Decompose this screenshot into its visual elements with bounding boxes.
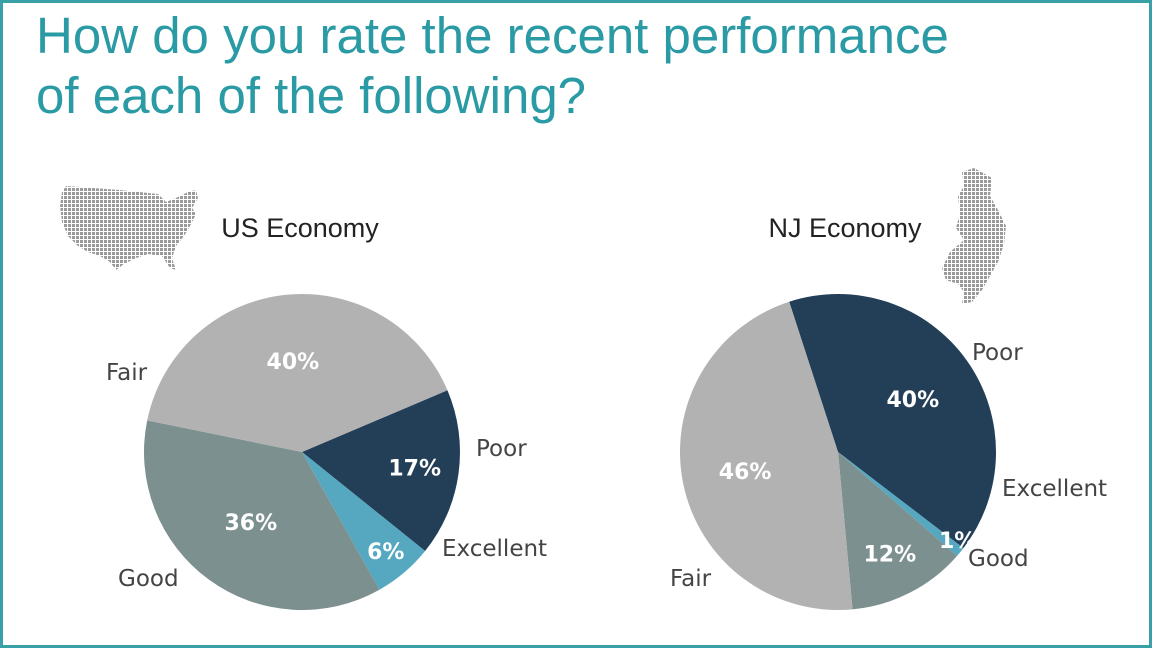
- value-label-poor: 17%: [388, 457, 441, 482]
- value-label-excellent: 1%: [939, 529, 976, 554]
- pie-slice-poor: [789, 294, 997, 549]
- pie-slice-good: [838, 452, 958, 610]
- pie-chart-us-economy: US Economy 17% 6% 36% 40% Poor Excellent Go…: [106, 213, 547, 610]
- usa-map-icon: [60, 186, 198, 270]
- category-label-good: Good: [968, 546, 1029, 572]
- title-line-1: How do you rate the recent performance: [36, 7, 949, 64]
- new-jersey-map-icon: [942, 168, 1006, 304]
- value-label-good: 12%: [863, 542, 916, 567]
- pie-slice-good: [143, 420, 380, 610]
- category-label-good: Good: [118, 566, 179, 592]
- title-line-2: of each of the following?: [36, 67, 587, 124]
- value-label-excellent: 6%: [367, 540, 404, 565]
- category-label-excellent: Excellent: [1002, 476, 1107, 502]
- category-label-fair: Fair: [670, 566, 712, 592]
- category-label-poor: Poor: [972, 340, 1023, 366]
- slide-title: How do you rate the recent performance o…: [36, 6, 1126, 126]
- chart-title-us-economy: US Economy: [221, 213, 379, 243]
- pie-slice-fair: [680, 301, 853, 610]
- chart-title-nj-economy: NJ Economy: [768, 213, 922, 243]
- pie-slice-poor: [302, 390, 460, 552]
- value-label-good: 36%: [224, 511, 277, 536]
- value-label-fair: 40%: [267, 350, 320, 375]
- category-label-excellent: Excellent: [442, 536, 547, 562]
- category-label-poor: Poor: [476, 436, 527, 462]
- pie-slice-excellent: [838, 452, 964, 556]
- category-label-fair: Fair: [106, 360, 148, 386]
- pie-chart-nj-economy: NJ Economy 40% 1% 12% 46% Poor Excellent Go…: [670, 213, 1107, 610]
- value-label-poor: 40%: [886, 388, 939, 413]
- value-label-fair: 46%: [719, 460, 772, 485]
- pie-slice-excellent: [302, 452, 426, 590]
- pie-slice-fair: [147, 294, 448, 452]
